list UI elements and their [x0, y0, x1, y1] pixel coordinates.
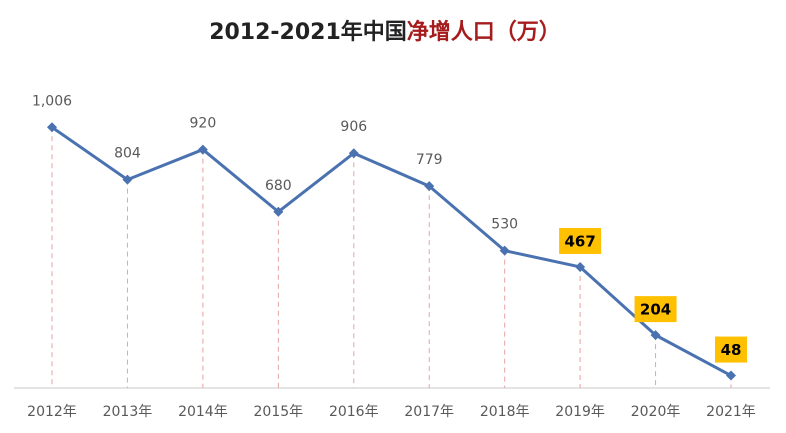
data-label: 906: [340, 119, 367, 135]
x-tick-label: 2012年: [27, 404, 77, 420]
marker: [273, 206, 284, 217]
marker: [726, 370, 736, 381]
data-line: [51, 126, 732, 377]
x-tick-label: 2021年: [706, 404, 756, 420]
data-label: 48: [721, 341, 742, 359]
label-box: [715, 336, 747, 363]
data-label: 530: [491, 217, 518, 233]
x-tick-label: 2015年: [254, 404, 304, 420]
chart-title: 2012-2021年中国净增人口（万）: [209, 19, 561, 45]
data-label: 1,006: [32, 93, 72, 109]
marker: [47, 122, 57, 133]
marker: [348, 148, 359, 159]
x-tick-label: 2020年: [631, 404, 681, 420]
marker: [424, 181, 435, 192]
x-tick-label: 2016年: [329, 404, 379, 420]
data-label: 804: [114, 146, 141, 162]
data-label: 779: [416, 152, 443, 168]
x-tick-label: 2013年: [103, 404, 153, 420]
x-tick-label: 2017年: [404, 404, 454, 420]
marker: [122, 174, 133, 185]
title-part: 2012-2021年中国: [209, 19, 407, 45]
marker: [650, 330, 661, 341]
marker: [197, 144, 208, 155]
data-label: 467: [564, 232, 595, 250]
label-box: [559, 227, 602, 254]
x-tick-label: 2019年: [555, 404, 605, 420]
marker: [499, 245, 510, 256]
marker: [575, 261, 586, 272]
label-box: [634, 296, 677, 323]
data-label: 204: [640, 301, 671, 319]
data-label: 680: [265, 178, 292, 194]
data-label: 920: [190, 116, 217, 132]
x-tick-label: 2014年: [178, 404, 228, 420]
title-part: 净增人口（万）: [407, 19, 561, 45]
x-tick-label: 2018年: [480, 404, 530, 420]
